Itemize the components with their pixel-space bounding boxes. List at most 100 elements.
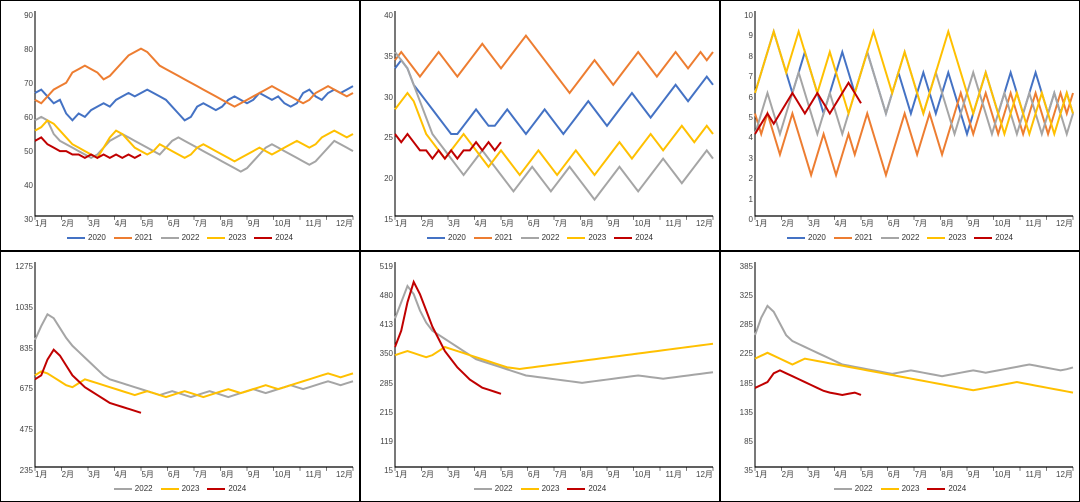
y-tick-label: 80 — [5, 45, 33, 54]
legend-swatch — [114, 237, 132, 239]
y-tick-label: 20 — [365, 174, 393, 183]
legend-swatch — [474, 488, 492, 490]
legend-label: 2023 — [902, 484, 920, 493]
legend-item-2022: 2022 — [521, 233, 560, 242]
x-tick-label: 1月 — [395, 469, 407, 480]
y-tick-label: 519 — [365, 262, 393, 271]
x-tick-label: 5月 — [861, 469, 873, 480]
x-tick-label: 7月 — [915, 218, 927, 229]
legend-label: 2022 — [902, 233, 920, 242]
y-tick-label: 285 — [365, 379, 393, 388]
legend-label: 2024 — [275, 233, 293, 242]
legend-swatch — [927, 488, 945, 490]
legend-label: 2020 — [88, 233, 106, 242]
x-tick-label: 12月 — [336, 469, 353, 480]
x-tick-label: 10月 — [634, 218, 651, 229]
x-tick-label: 11月 — [306, 218, 322, 229]
series-2022 — [755, 306, 1073, 376]
legend-item-2020: 2020 — [67, 233, 106, 242]
x-tick-label: 1月 — [35, 469, 47, 480]
plot-area — [755, 11, 1073, 216]
x-tick-label: 3月 — [88, 469, 100, 480]
x-tick-label: 3月 — [88, 218, 100, 229]
legend-item-2024: 2024 — [567, 484, 606, 493]
y-tick-label: 40 — [5, 181, 33, 190]
y-axis-labels: 51948041335028521511915 — [365, 262, 393, 475]
x-tick-label: 5月 — [141, 469, 153, 480]
legend: 202220232024 — [361, 480, 719, 501]
legend-label: 2023 — [948, 233, 966, 242]
chart-c2: 4035302520151月2月3月4月5月6月7月8月9月10月11月12月2… — [360, 0, 720, 251]
plot-area — [395, 262, 713, 467]
x-tick-label: 7月 — [195, 469, 207, 480]
x-tick-label: 10月 — [634, 469, 651, 480]
legend-label: 2024 — [948, 484, 966, 493]
y-tick-label: 30 — [5, 215, 33, 224]
x-tick-label: 11月 — [306, 469, 322, 480]
legend-swatch — [927, 237, 945, 239]
x-tick-label: 11月 — [666, 218, 682, 229]
x-tick-label: 7月 — [555, 218, 567, 229]
x-tick-label: 5月 — [861, 218, 873, 229]
y-tick-label: 85 — [725, 437, 753, 446]
series-2022 — [35, 117, 353, 172]
series-2023 — [755, 353, 1073, 393]
x-tick-label: 4月 — [475, 469, 487, 480]
legend-swatch — [881, 237, 899, 239]
x-tick-label: 3月 — [808, 218, 820, 229]
x-tick-label: 10月 — [994, 469, 1011, 480]
x-tick-label: 4月 — [115, 469, 127, 480]
series-2021 — [395, 36, 713, 93]
y-tick-label: 835 — [5, 344, 33, 353]
legend-item-2022: 2022 — [881, 233, 920, 242]
legend-label: 2023 — [228, 233, 246, 242]
legend-item-2022: 2022 — [834, 484, 873, 493]
x-tick-label: 12月 — [336, 218, 353, 229]
legend-item-2020: 2020 — [787, 233, 826, 242]
y-tick-label: 1 — [725, 195, 753, 204]
y-tick-label: 60 — [5, 113, 33, 122]
legend-item-2020: 2020 — [427, 233, 466, 242]
y-tick-label: 5 — [725, 113, 753, 122]
legend-swatch — [207, 237, 225, 239]
y-axis-labels: 403530252015 — [365, 11, 393, 224]
y-tick-label: 235 — [5, 466, 33, 475]
y-tick-label: 480 — [365, 291, 393, 300]
y-tick-label: 30 — [365, 93, 393, 102]
x-tick-label: 7月 — [915, 469, 927, 480]
x-tick-label: 1月 — [395, 218, 407, 229]
y-axis-labels: 12751035835675475235 — [5, 262, 33, 475]
legend-item-2024: 2024 — [254, 233, 293, 242]
legend-swatch — [521, 488, 539, 490]
x-tick-label: 12月 — [1056, 469, 1073, 480]
legend-label: 2022 — [542, 233, 560, 242]
y-tick-label: 6 — [725, 93, 753, 102]
y-tick-label: 225 — [725, 349, 753, 358]
legend-swatch — [254, 237, 272, 239]
x-tick-label: 8月 — [941, 469, 953, 480]
x-tick-label: 8月 — [221, 469, 233, 480]
legend-item-2023: 2023 — [161, 484, 200, 493]
legend-label: 2021 — [495, 233, 513, 242]
legend-label: 2021 — [135, 233, 153, 242]
x-tick-label: 9月 — [248, 218, 260, 229]
legend-label: 2023 — [588, 233, 606, 242]
legend-swatch — [114, 488, 132, 490]
legend-swatch — [521, 237, 539, 239]
y-axis-labels: 90807060504030 — [5, 11, 33, 224]
y-tick-label: 3 — [725, 154, 753, 163]
x-tick-label: 2月 — [782, 218, 794, 229]
y-tick-label: 0 — [725, 215, 753, 224]
legend-label: 2024 — [635, 233, 653, 242]
x-tick-label: 10月 — [994, 218, 1011, 229]
x-tick-label: 4月 — [115, 218, 127, 229]
legend-swatch — [161, 488, 179, 490]
x-tick-label: 5月 — [501, 469, 513, 480]
x-tick-label: 12月 — [696, 469, 713, 480]
x-tick-label: 5月 — [501, 218, 513, 229]
y-tick-label: 90 — [5, 11, 33, 20]
legend: 2022 2023 2024 — [721, 480, 1079, 501]
chart-c5: 519480413350285215119151月2月3月4月5月6月7月8月9… — [360, 251, 720, 502]
legend-item-2022: 2022 — [114, 484, 153, 493]
x-tick-label: 6月 — [528, 469, 540, 480]
